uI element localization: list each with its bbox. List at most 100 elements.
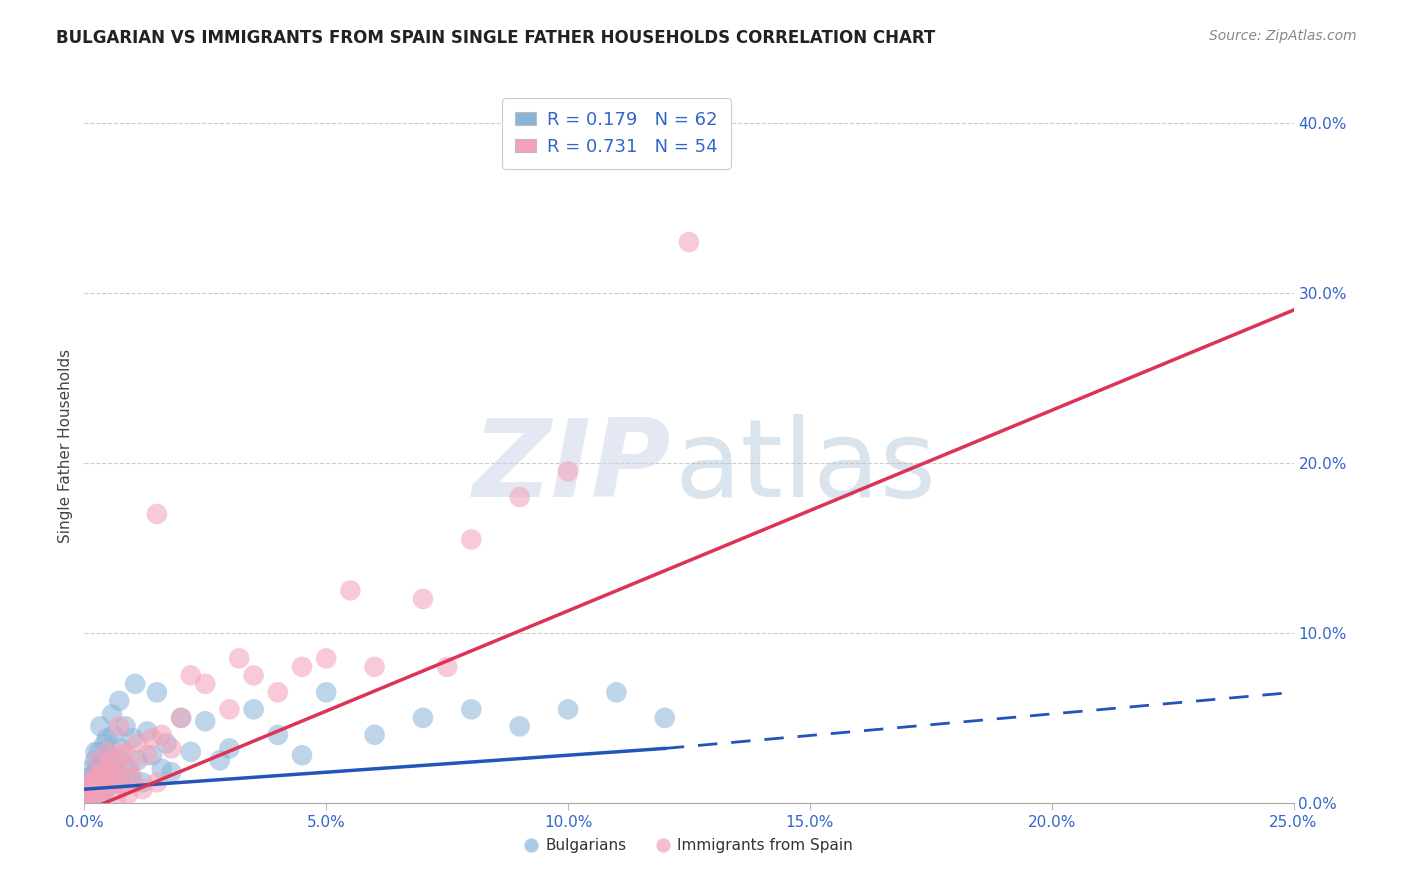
Point — [194, 677, 217, 691]
Point — [97, 745, 120, 759]
Point — [104, 790, 127, 805]
Point — [89, 779, 111, 793]
Point — [93, 770, 115, 784]
Point — [460, 702, 482, 716]
Point — [141, 748, 163, 763]
Point — [97, 779, 120, 793]
Point — [120, 770, 142, 784]
Point — [654, 711, 676, 725]
Point — [124, 677, 146, 691]
Point — [89, 719, 111, 733]
Point — [136, 748, 159, 763]
Point — [218, 702, 240, 716]
Point — [103, 728, 125, 742]
Point — [678, 235, 700, 249]
Point — [79, 779, 101, 793]
Point — [108, 694, 131, 708]
Point — [112, 779, 135, 793]
Point — [87, 765, 110, 780]
Point — [77, 782, 100, 797]
Point — [127, 736, 149, 750]
Point — [315, 651, 337, 665]
Point — [141, 731, 163, 746]
Point — [120, 758, 142, 772]
Point — [77, 770, 100, 784]
Point — [363, 660, 385, 674]
Point — [101, 707, 124, 722]
Point — [100, 753, 122, 767]
Point — [170, 711, 193, 725]
Point — [94, 782, 117, 797]
Point — [208, 753, 231, 767]
Point — [110, 748, 132, 763]
Point — [87, 753, 110, 767]
Point — [100, 775, 122, 789]
Point — [86, 770, 108, 784]
Point — [87, 745, 110, 759]
Point — [218, 741, 240, 756]
Point — [194, 714, 217, 729]
Point — [412, 591, 434, 606]
Point — [180, 668, 202, 682]
Point — [136, 724, 159, 739]
Text: atlas: atlas — [675, 415, 936, 520]
Text: Source: ZipAtlas.com: Source: ZipAtlas.com — [1209, 29, 1357, 43]
Point — [82, 784, 104, 798]
Point — [83, 786, 105, 800]
Point — [170, 711, 193, 725]
Point — [97, 748, 120, 763]
Point — [91, 782, 114, 797]
Point — [557, 465, 579, 479]
Point — [114, 719, 136, 733]
Point — [557, 702, 579, 716]
Point — [146, 507, 169, 521]
Point — [131, 775, 153, 789]
Point — [87, 789, 110, 803]
Point — [150, 762, 173, 776]
Point — [76, 792, 98, 806]
Point — [96, 731, 118, 746]
Point — [436, 660, 458, 674]
Point — [146, 685, 169, 699]
Point — [93, 736, 115, 750]
Point — [84, 753, 107, 767]
Point — [76, 790, 98, 805]
Point — [107, 765, 129, 780]
Point — [91, 758, 114, 772]
Point — [82, 775, 104, 789]
Point — [315, 685, 337, 699]
Point — [131, 782, 153, 797]
Point — [103, 775, 125, 789]
Point — [77, 779, 100, 793]
Point — [242, 668, 264, 682]
Point — [228, 651, 250, 665]
Point — [82, 782, 104, 797]
Point — [90, 765, 112, 780]
Point — [79, 790, 101, 805]
Point — [80, 787, 103, 801]
Point — [114, 745, 136, 759]
Point — [86, 786, 108, 800]
Point — [94, 762, 117, 776]
Point — [339, 583, 361, 598]
Point — [110, 741, 132, 756]
Point — [291, 748, 314, 763]
Point — [146, 775, 169, 789]
Point — [80, 770, 103, 784]
Point — [180, 745, 202, 759]
Point — [150, 728, 173, 742]
Y-axis label: Single Father Households: Single Father Households — [58, 349, 73, 543]
Point — [242, 702, 264, 716]
Point — [84, 745, 107, 759]
Point — [605, 685, 627, 699]
Point — [121, 731, 143, 746]
Point — [107, 753, 129, 767]
Point — [291, 660, 314, 674]
Point — [84, 770, 107, 784]
Point — [412, 711, 434, 725]
Point — [509, 719, 531, 733]
Point — [363, 728, 385, 742]
Point — [127, 753, 149, 767]
Point — [86, 762, 108, 776]
Point — [90, 789, 112, 803]
